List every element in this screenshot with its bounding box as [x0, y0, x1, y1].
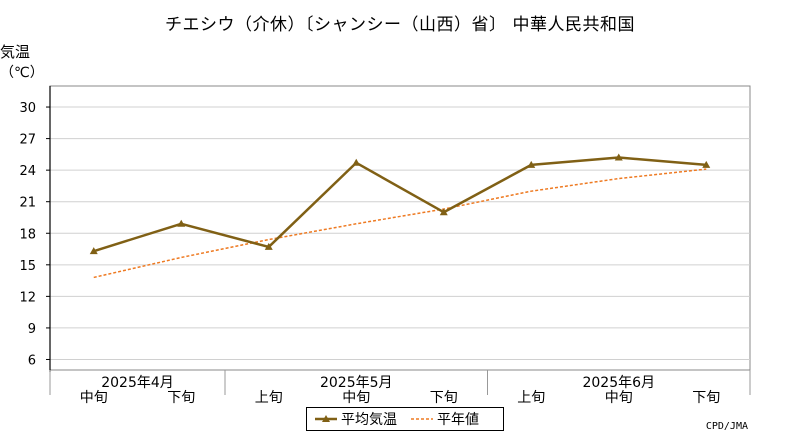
legend-label-mean-temp: 平均気温 [341, 412, 397, 428]
legend-swatch-solid-icon [315, 415, 337, 422]
x-tick-label: 上旬 [255, 390, 283, 406]
data-point-mean-temp [352, 158, 361, 166]
y-tick-label: 15 [19, 259, 36, 274]
plot-area [49, 85, 751, 371]
y-tick-label: 24 [19, 164, 36, 179]
legend-item-normal: 平年値 [411, 409, 479, 429]
data-point-mean-temp [439, 208, 448, 216]
legend-swatch-dashed-icon [411, 418, 433, 420]
x-tick-label: 下旬 [692, 390, 720, 406]
y-tick-label: 12 [19, 290, 36, 305]
x-month-label: 2025年6月 [582, 375, 655, 391]
y-tick-label: 6 [28, 353, 36, 368]
data-point-mean-temp [264, 242, 273, 250]
x-tick-label: 中旬 [80, 390, 108, 406]
data-point-mean-temp [177, 219, 186, 227]
data-point-mean-temp [527, 160, 536, 168]
legend-item-mean-temp: 平均気温 [315, 409, 397, 429]
series-line-normal [93, 168, 707, 279]
data-point-mean-temp [614, 153, 623, 161]
y-tick-label: 30 [19, 101, 36, 116]
x-tick-label: 中旬 [605, 390, 633, 406]
data-point-mean-temp [89, 247, 98, 255]
y-axis-unit: （℃） [0, 65, 44, 81]
x-month-label: 2025年4月 [101, 375, 174, 391]
series-line-mean-temp [93, 156, 707, 253]
y-tick-label: 27 [19, 133, 36, 148]
y-axis-label: 気温 [0, 43, 31, 61]
chart-title: チエシウ（介休）〔シャンシー（山西）省〕 中華人民共和国 [165, 15, 635, 35]
x-month-label: 2025年5月 [320, 375, 393, 391]
x-tick-label: 下旬 [430, 390, 458, 406]
x-tick-label: 下旬 [167, 390, 195, 406]
data-point-mean-temp [702, 160, 711, 168]
y-tick-label: 18 [19, 227, 36, 242]
x-tick-label: 中旬 [342, 390, 370, 406]
x-tick-label: 上旬 [517, 390, 545, 406]
y-tick-label: 21 [19, 196, 36, 211]
legend-label-normal: 平年値 [437, 412, 479, 428]
credit-text: CPD/JMA [705, 421, 748, 432]
legend: 平均気温 平年値 [306, 407, 504, 431]
y-tick-label: 9 [28, 322, 36, 337]
